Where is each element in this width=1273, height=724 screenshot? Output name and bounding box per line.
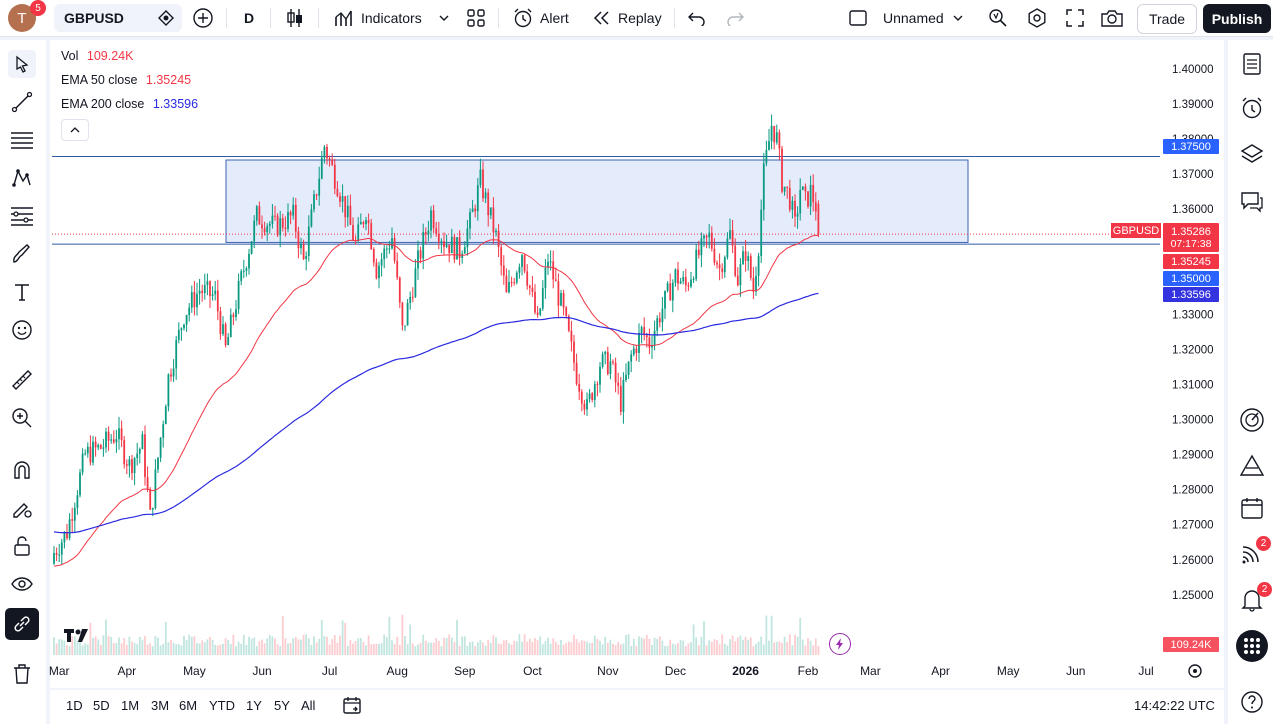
cursor-icon[interactable] — [8, 50, 36, 78]
object-tree-layers-icon[interactable] — [1238, 140, 1266, 168]
indicators-dropdown-chevron-icon[interactable] — [438, 0, 450, 36]
time-axis-settings-icon[interactable] — [1186, 662, 1204, 685]
alert-label: Alert — [540, 10, 569, 26]
compare-symbol-icon[interactable] — [156, 0, 176, 36]
legend-volume: Vol 109.24K — [61, 49, 133, 63]
ema50-label: EMA 50 close — [61, 73, 138, 87]
watchlist-icon[interactable] — [1238, 50, 1266, 78]
replay-label: Replay — [618, 10, 662, 26]
timeframe-3m[interactable]: 3M — [151, 697, 170, 713]
quick-search-icon[interactable] — [987, 0, 1009, 36]
publish-button[interactable]: Publish — [1203, 4, 1271, 33]
date-range-calendar-icon[interactable] — [342, 690, 362, 720]
brush-icon[interactable] — [8, 240, 36, 268]
chart-pane[interactable] — [50, 40, 1224, 688]
notifications-badge: 2 — [1257, 582, 1272, 597]
interval-button[interactable]: D — [244, 10, 255, 26]
layout-dropdown-chevron-icon[interactable] — [952, 0, 964, 36]
timeframe-1d[interactable]: 1D — [66, 697, 83, 713]
horizontal-lines-icon[interactable] — [8, 126, 36, 154]
remove-drawings-trash-icon[interactable] — [8, 660, 36, 688]
symbol-name[interactable]: GBPUSD — [64, 10, 124, 26]
fib-retracement-icon[interactable] — [8, 202, 36, 230]
ema50-axis-label: 1.35245 — [1163, 254, 1219, 269]
redo-icon[interactable] — [726, 0, 744, 36]
alerts-clock-icon[interactable] — [1238, 94, 1266, 122]
alert-button[interactable]: Alert — [512, 0, 569, 36]
undo-icon[interactable] — [688, 0, 706, 36]
symbol-search[interactable] — [54, 4, 182, 32]
level-label-upper: 1.37500 — [1163, 139, 1219, 154]
layout-name[interactable]: Unnamed — [883, 10, 944, 26]
fullscreen-icon[interactable] — [1065, 0, 1085, 36]
level-label-lower: 1.35000 — [1163, 271, 1219, 286]
last-price-value: 1.35286 — [1171, 225, 1211, 238]
lock-drawings-icon[interactable] — [8, 532, 36, 560]
products-grid-icon[interactable] — [1236, 630, 1268, 662]
trade-button[interactable]: Trade — [1137, 4, 1197, 34]
alert-clock-icon — [514, 8, 532, 28]
indicators-label: Indicators — [361, 10, 422, 26]
magnet-icon[interactable] — [8, 456, 36, 484]
stay-in-drawing-mode-icon[interactable] — [8, 494, 36, 522]
timeframe-1y[interactable]: 1Y — [246, 697, 262, 713]
replay-button[interactable]: Replay — [592, 0, 662, 36]
avatar-letter: T — [17, 9, 27, 27]
notifications-bell-icon[interactable] — [1238, 586, 1266, 614]
volume-axis-label: 109.24K — [1163, 637, 1219, 652]
bar-countdown: 07:17:38 — [1170, 237, 1212, 250]
ideas-badge: 2 — [1256, 536, 1271, 551]
timeframe-1m[interactable]: 1M — [121, 697, 140, 713]
drawing-toolbar — [0, 40, 46, 724]
news-feed-icon[interactable] — [1238, 540, 1266, 568]
pattern-tool-icon[interactable] — [8, 164, 36, 192]
hide-drawings-eye-icon[interactable] — [8, 570, 36, 598]
symbol-tag: GBPUSD — [1111, 223, 1161, 238]
help-icon[interactable] — [1238, 688, 1266, 716]
timeframe-6m[interactable]: 6M — [179, 697, 198, 713]
indicators-button[interactable]: Indicators — [334, 0, 422, 36]
legend-ema50: EMA 50 close 1.35245 — [61, 73, 191, 87]
top-toolbar: T 5 GBPUSD D Indicators Alert Replay Un — [0, 0, 1273, 37]
sync-drawings-link-icon[interactable] — [5, 608, 39, 640]
bottom-toolbar: 1D 5D 1M 3M 6M YTD 1Y 5Y All 14:42:22 UTC — [50, 690, 1224, 724]
layout-select-checkbox-icon[interactable] — [848, 0, 868, 36]
timeframe-all[interactable]: All — [301, 697, 316, 713]
flash-lightning-icon[interactable] — [829, 633, 851, 655]
vol-value: 109.24K — [86, 49, 134, 63]
ema200-value: 1.33596 — [152, 97, 199, 111]
zoom-in-icon[interactable] — [8, 404, 36, 432]
calendar-icon[interactable] — [1238, 494, 1266, 522]
text-tool-icon[interactable] — [8, 278, 36, 306]
ema200-label: EMA 200 close — [61, 97, 145, 111]
ideas-stream-icon[interactable] — [1238, 452, 1266, 480]
widget-bar: 2 2 — [1228, 40, 1273, 724]
collapse-legend-chevron-icon[interactable] — [61, 119, 89, 141]
avatar-notification-badge: 5 — [30, 0, 46, 16]
last-price-label: 1.35286 07:17:38 — [1163, 223, 1219, 252]
ema200-axis-label: 1.33596 — [1163, 287, 1219, 302]
add-symbol-icon[interactable] — [192, 0, 214, 36]
utc-clock[interactable]: 14:42:22 UTC — [1134, 697, 1215, 713]
legend-ema200: EMA 200 close 1.33596 — [61, 97, 198, 111]
timeframe-5y[interactable]: 5Y — [274, 697, 290, 713]
snapshot-camera-icon[interactable] — [1100, 0, 1124, 36]
candles-chart-type-icon[interactable] — [285, 0, 305, 36]
emoji-icon[interactable] — [8, 316, 36, 344]
timeframe-5d[interactable]: 5D — [93, 697, 110, 713]
chats-icon[interactable] — [1238, 188, 1266, 216]
tradingview-logo[interactable] — [63, 627, 95, 648]
trend-line-icon[interactable] — [8, 88, 36, 116]
ruler-measure-icon[interactable] — [8, 366, 36, 394]
layouts-grid-icon[interactable] — [466, 0, 486, 36]
replay-rewind-icon — [593, 11, 609, 25]
ema50-value: 1.35245 — [145, 73, 192, 87]
timeframe-ytd[interactable]: YTD — [209, 697, 235, 713]
market-pulse-icon[interactable] — [1238, 406, 1266, 434]
vol-label: Vol — [61, 49, 79, 63]
settings-gear-icon[interactable] — [1026, 0, 1048, 36]
indicators-icon — [335, 10, 352, 26]
